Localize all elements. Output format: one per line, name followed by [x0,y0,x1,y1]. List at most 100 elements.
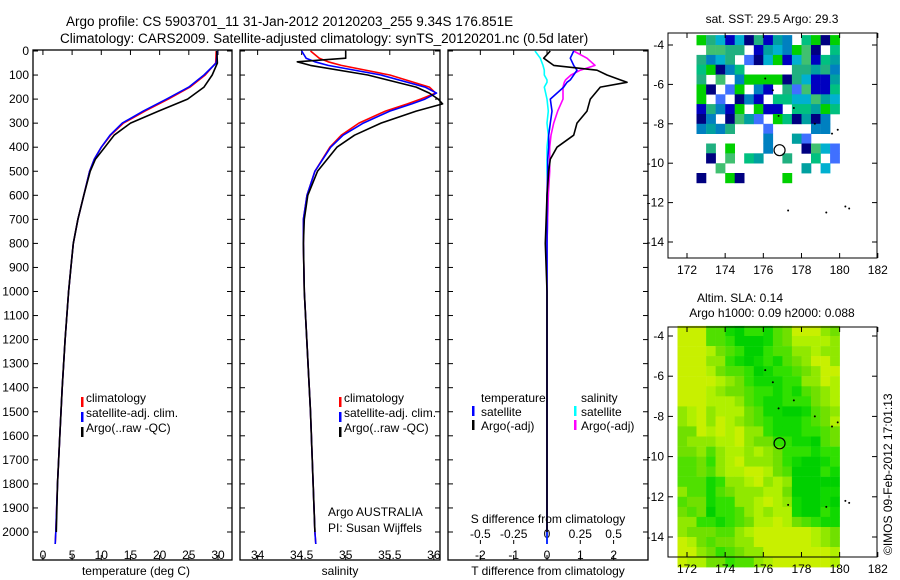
sla-cell [772,416,783,427]
sla-cell [763,486,774,498]
sla-cell [811,426,821,437]
sst-cell [782,94,793,105]
sla-cell [687,376,697,387]
sla-cell [820,376,831,387]
sst-cell [782,35,793,46]
sst-cell [811,143,821,154]
sla-cell [763,325,774,337]
sst-cell [791,45,802,56]
sdiff-xlabel: S difference from climatology [471,512,626,526]
sla-cell [744,486,754,498]
sst-cell [772,35,783,46]
diff-legend-label-t-argo: Argo(-adj) [481,419,534,433]
sla-cell [706,386,716,397]
sst-cell [811,45,821,56]
island-dot [771,381,774,384]
sla-cell [801,436,812,447]
sla-cell [801,376,812,387]
sla-cell [791,436,802,447]
sla-cell [782,376,793,387]
sst-cell [791,133,802,144]
sla-cell [725,436,735,447]
sla-cell [715,336,726,347]
sla-cell [772,356,783,367]
sla-cell [696,446,707,457]
sla-cell [782,426,793,437]
sla-cell [706,336,716,347]
sst-cell [820,104,831,115]
sla-cell [772,336,783,347]
sla-cell [744,516,754,528]
salinity-climatology-line [302,50,437,545]
diff-legend-label-s-satellite: satellite [581,405,622,419]
sla-cell [811,446,821,457]
sst-cell [753,84,764,95]
sst-cell [801,54,812,66]
sla-cell [753,406,764,417]
sst-cell [820,143,831,154]
sst-cell [715,123,726,134]
sla-cell [715,466,726,477]
map-xtick-label: 172 [677,263,697,277]
sla-cell [706,537,716,548]
sst-cell [715,45,726,56]
sst-cell [734,104,745,115]
sla-cell [801,446,812,457]
sla-cell [734,386,745,397]
sla-cell [801,416,812,427]
sla-cell [753,416,764,427]
sla-cell [763,416,774,427]
sla-cell [830,537,840,548]
sla-cell [782,336,793,347]
sst-cell [725,45,735,56]
sla-cell [715,416,726,427]
sla-cell [687,466,697,477]
sst-cell [763,35,774,46]
salinity-satellite-line [301,50,438,545]
sla-cell [830,456,840,467]
sst-cell [801,64,812,75]
sst-cell [811,35,821,46]
sla-cell [696,416,707,427]
sla-cell [677,376,688,387]
sla-cell [744,557,754,568]
sst-cell [830,94,840,105]
sla-cell [763,496,774,508]
sla-cell [820,426,831,437]
map-xtick-label: 178 [791,263,811,277]
sla-cell [772,466,783,477]
diff-legend-label-s-argo: Argo(-adj) [581,419,634,433]
sla-cell [725,336,735,347]
sla-cell [820,436,831,447]
ytick-label: 2000 [2,525,29,539]
sla-cell [715,436,726,447]
xtick-label: -2 [475,548,486,562]
sla-cell [820,336,831,347]
sla-cell [715,547,726,558]
sla-cell [791,446,802,457]
sla-cell [696,356,707,367]
sla-cell [696,516,707,528]
ytick-label: 1000 [2,285,29,299]
sst-cell [734,74,745,85]
sla-map-cells [677,325,840,568]
sla-cell [725,346,735,357]
sla-cell [801,486,812,498]
sst-cell [734,64,745,75]
sla-cell [696,506,707,518]
sla-cell [830,416,840,427]
sla-cell [791,496,802,508]
sla-cell [791,376,802,387]
island-dot [764,369,767,372]
sst-cell [753,94,764,105]
sla-cell [830,557,840,568]
sla-cell [744,506,754,518]
argo-position-marker [773,437,786,450]
sst-cell [725,64,735,75]
sla-cell [830,356,840,367]
sla-cell [734,346,745,357]
sst-cell [801,163,812,174]
map-ytick-label: -14 [647,235,665,249]
sla-cell [753,537,764,548]
